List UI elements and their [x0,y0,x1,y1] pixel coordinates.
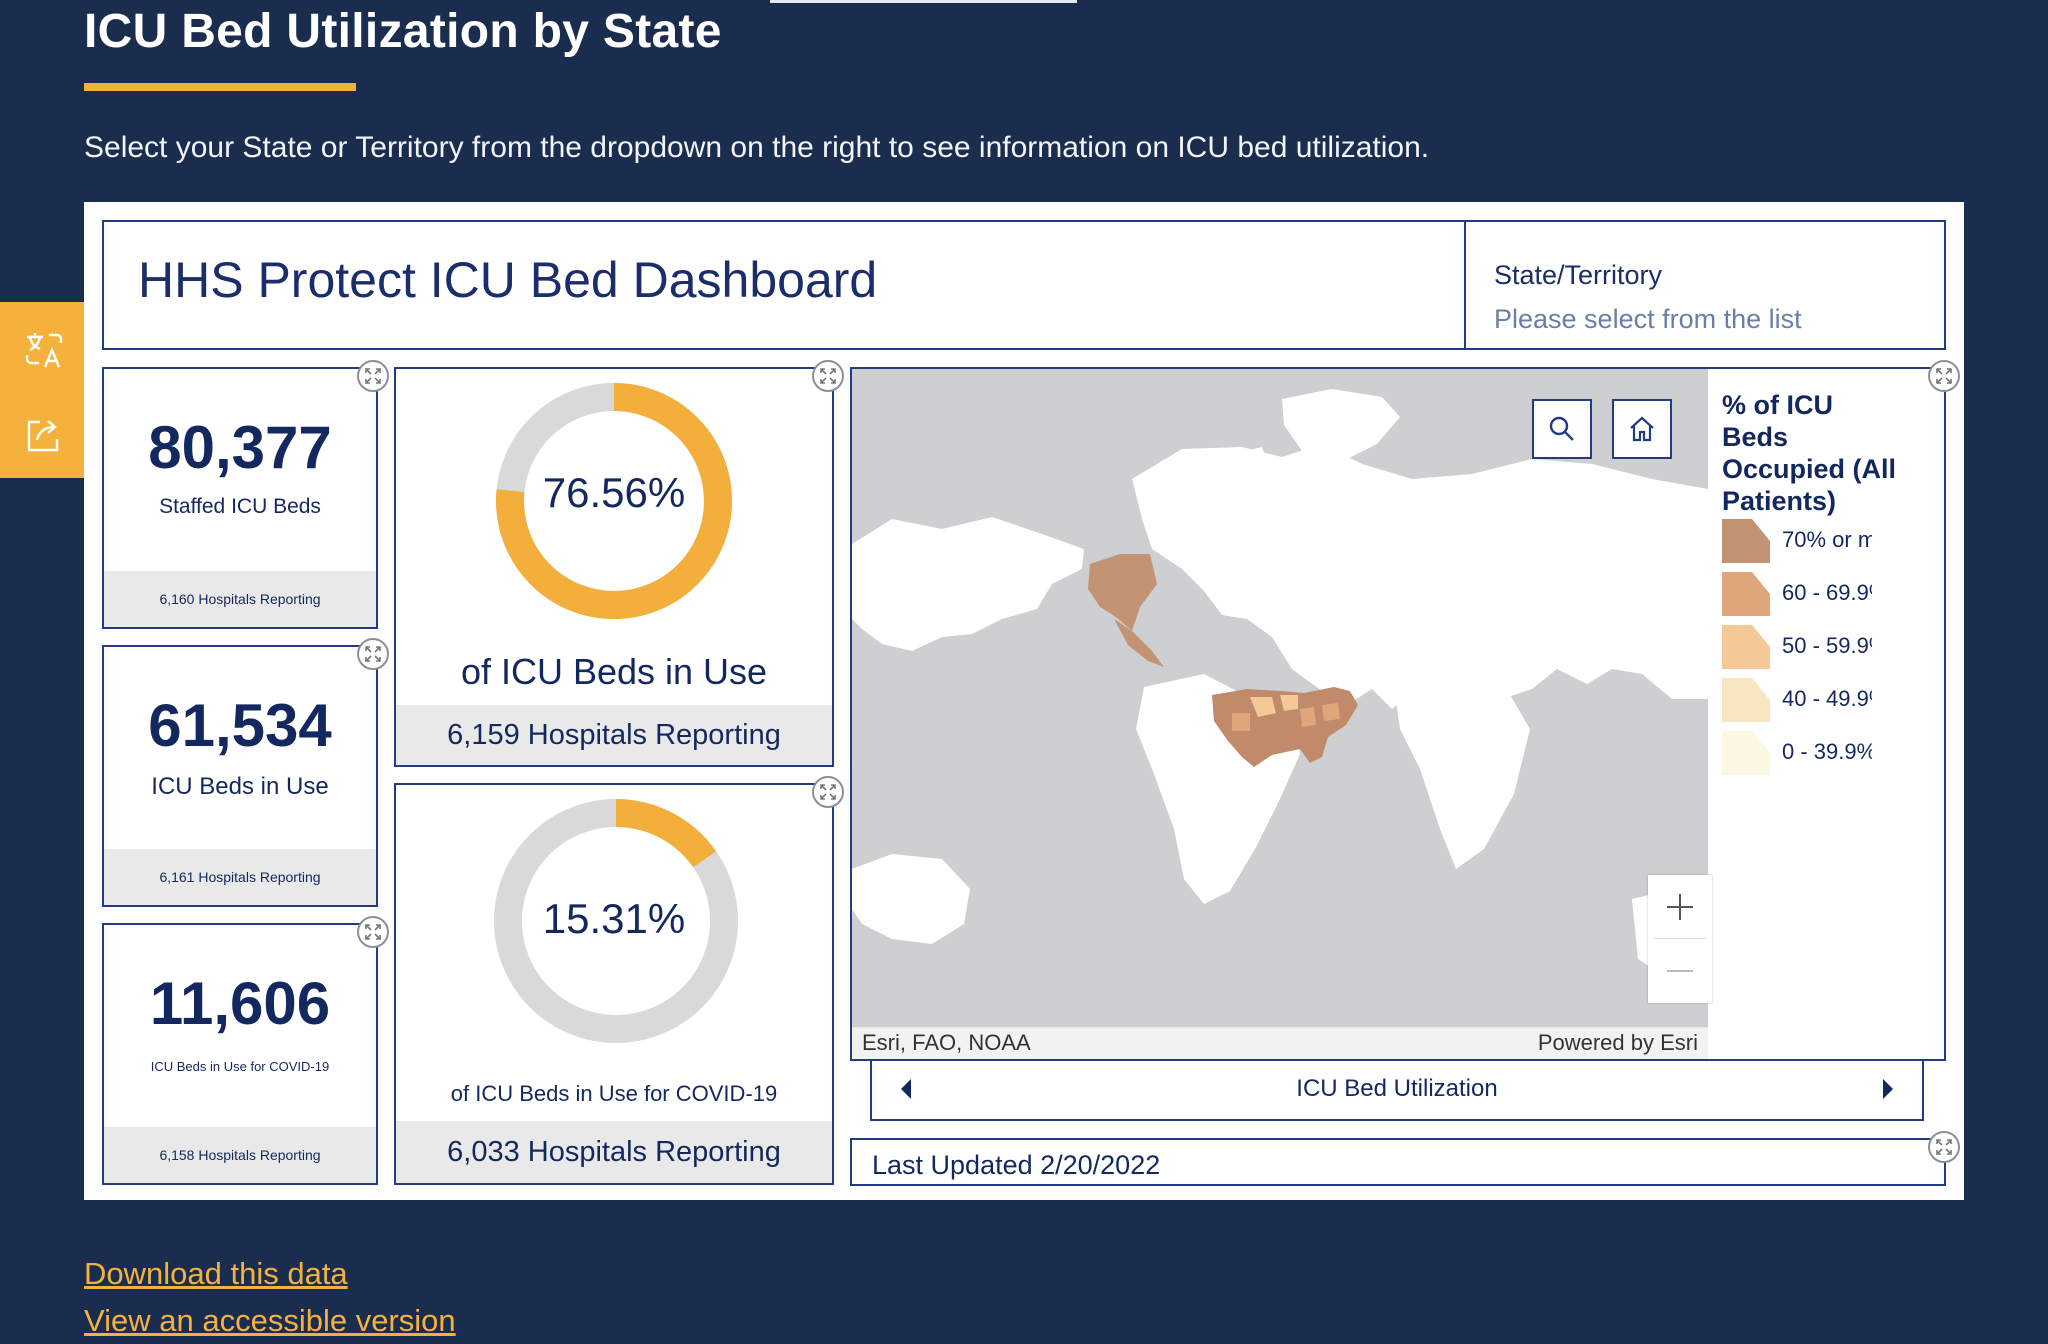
kpi-label: ICU Beds in Use for COVID-19 [150,1059,330,1074]
kpi-footer: 6,160 Hospitals Reporting [104,571,376,627]
attribution-powered-by[interactable]: Powered by Esri [1537,1030,1698,1055]
legend-swatch [1722,731,1770,775]
kpi-label: ICU Beds in Use [151,773,329,800]
plus-icon [1667,893,1693,920]
expand-icon [820,784,836,800]
kpi-card-covid: 11,606 ICU Beds in Use for COVID-19 6,15… [102,923,378,1185]
world-map [852,389,1708,981]
previous-icon[interactable] [894,1077,918,1101]
top-tab-indicator [770,0,1077,3]
donut-percent: 15.31% [542,895,686,942]
legend-label: 70% or more [1782,527,1872,552]
donut-card-utilization: 76.56% of ICU Beds in Use 6,159 Hospital… [394,367,834,767]
expand-icon [1936,368,1952,384]
translate-button[interactable] [18,324,70,376]
expand-icon [365,368,381,384]
donut-footer: 6,159 Hospitals Reporting [396,705,832,765]
next-icon[interactable] [1876,1077,1900,1101]
kpi-card-staffed: 80,377 Staffed ICU Beds 6,160 Hospitals … [102,367,378,629]
minus-icon [1667,969,1693,972]
kpi-footer: 6,161 Hospitals Reporting [104,849,376,905]
legend-swatch [1722,678,1770,722]
expand-button[interactable] [357,638,389,670]
expand-button[interactable] [357,916,389,948]
legend-label: 40 - 49.9% [1782,686,1872,711]
donut-chart [494,799,738,1043]
share-icon [27,420,59,452]
donut-footer: 6,033 Hospitals Reporting [396,1121,832,1183]
expand-button[interactable] [812,776,844,808]
intro-text: Select your State or Territory from the … [84,131,1430,164]
expand-icon [365,924,381,940]
dashboard: HHS Protect ICU Bed Dashboard State/Terr… [84,202,1964,1200]
legend-swatch [1722,625,1770,669]
us-states [1088,554,1358,767]
legend-label: 50 - 59.9% [1782,633,1872,658]
donut-chart [496,383,732,619]
donut-arc [496,383,732,619]
last-updated-card: Last Updated 2/20/2022 [850,1138,1946,1186]
kpi-label: Staffed ICU Beds [159,495,321,518]
legend-label: 60 - 69.9% [1782,580,1872,605]
donut-card-covid: 15.31% of ICU Beds in Use for COVID-19 6… [394,783,834,1185]
carousel-label: ICU Bed Utilization [1296,1075,1498,1102]
map-carousel: ICU Bed Utilization [870,1061,1924,1121]
expand-button[interactable] [1928,1131,1960,1163]
map-zoom-control [1648,875,1712,1003]
title-underline [84,83,356,91]
kpi-value: 11,606 [149,970,331,1037]
kpi-value: 80,377 [148,414,332,481]
legend-swatch [1722,519,1770,563]
translate-icon [25,333,63,368]
download-data-link[interactable]: Download this data [84,1256,348,1291]
expand-icon [365,646,381,662]
donut-percent: 76.56% [542,469,686,516]
legend-label: 0 - 39.9% [1782,739,1872,764]
zoom-in-button[interactable] [1648,875,1712,938]
donut-arc [494,799,738,1043]
side-toolbar [0,302,88,478]
kpi-card-in-use: 61,534 ICU Beds in Use 6,161 Hospitals R… [102,645,378,907]
attribution-sources: Esri, FAO, NOAA [862,1030,1031,1055]
map-attribution: Esri, FAO, NOAA Powered by Esri [852,1027,1708,1059]
header-divider [1464,222,1466,348]
expand-icon [820,368,836,384]
dashboard-header: HHS Protect ICU Bed Dashboard State/Terr… [102,220,1946,350]
donut-caption: of ICU Beds in Use [460,651,768,692]
legend-title: % of ICU Beds Occupied (All Patients) [1722,390,1897,516]
donut-caption: of ICU Beds in Use for COVID-19 [450,1081,778,1106]
share-button[interactable] [18,408,70,460]
map-home-button[interactable] [1612,399,1672,459]
footer-links: Download this data View an accessible ve… [84,1250,456,1344]
search-icon [1549,416,1574,441]
expand-button[interactable] [812,360,844,392]
zoom-divider [1654,938,1706,939]
kpi-footer: 6,158 Hospitals Reporting [104,1127,376,1183]
accessible-version-link[interactable]: View an accessible version [84,1303,456,1338]
home-icon [1630,416,1654,442]
dashboard-title: HHS Protect ICU Bed Dashboard [138,252,878,308]
page-title: ICU Bed Utilization by State [84,5,722,58]
map-card: Esri, FAO, NOAA Powered by Esri % of ICU… [850,367,1946,1061]
zoom-out-button[interactable] [1648,939,1712,1002]
expand-button[interactable] [357,360,389,392]
expand-button[interactable] [1928,360,1960,392]
state-selector-label: State/Territory [1494,260,1663,290]
legend-swatch [1722,572,1770,616]
map-search-button[interactable] [1532,399,1592,459]
kpi-value: 61,534 [148,692,332,759]
expand-icon [1936,1139,1952,1155]
last-updated-text: Last Updated 2/20/2022 [872,1150,1161,1180]
state-selector[interactable]: Please select from the list [1494,304,1802,334]
land-masses [852,389,1708,981]
map-view[interactable] [852,369,1708,1029]
